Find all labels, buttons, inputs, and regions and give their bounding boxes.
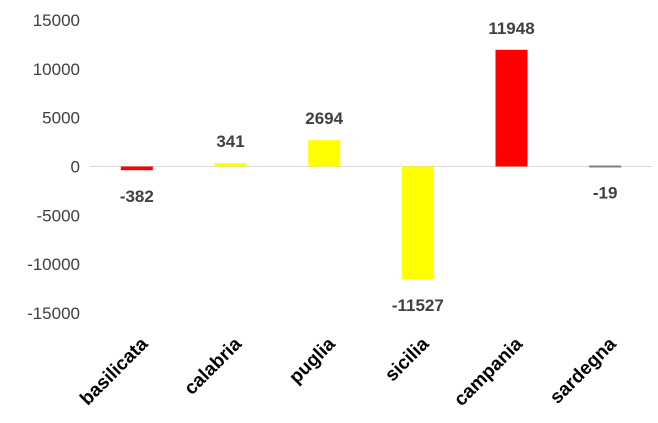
category-label-calabria: calabria xyxy=(180,333,246,399)
category-label-campania: campania xyxy=(450,333,527,410)
category-label-sardegna: sardegna xyxy=(546,333,621,408)
x-axis: basilicata calabria puglia sicilia campania s… xyxy=(76,333,621,410)
y-tick-label: 5000 xyxy=(42,109,80,128)
y-tick-label: -5000 xyxy=(37,206,80,225)
bars xyxy=(120,49,622,280)
data-label-puglia: 2694 xyxy=(305,109,343,128)
y-tick-label: -10000 xyxy=(27,255,80,274)
data-label-sicilia: -11527 xyxy=(392,296,444,315)
bar-campania xyxy=(495,49,528,167)
y-tick-label: 10000 xyxy=(33,60,80,79)
y-axis: 15000 10000 5000 0 -5000 -10000 -15000 xyxy=(27,11,80,323)
category-label-puglia: puglia xyxy=(285,333,340,388)
bar-calabria xyxy=(214,163,247,167)
bar-basilicata xyxy=(120,166,153,171)
category-label-basilicata: basilicata xyxy=(76,333,152,409)
data-label-campania: 11948 xyxy=(488,19,534,38)
y-tick-label: -15000 xyxy=(27,304,80,323)
bar-sicilia xyxy=(401,166,434,280)
category-label-sicilia: sicilia xyxy=(381,333,434,386)
bar-puglia xyxy=(308,140,341,167)
data-labels: -382 341 2694 -11527 11948 -19 xyxy=(120,19,618,315)
y-tick-label: 15000 xyxy=(33,11,80,30)
data-label-basilicata: -382 xyxy=(120,187,154,206)
data-label-calabria: 341 xyxy=(216,132,244,151)
bar-sardegna xyxy=(589,165,622,168)
data-label-sardegna: -19 xyxy=(593,184,618,203)
y-tick-label: 0 xyxy=(71,158,80,177)
